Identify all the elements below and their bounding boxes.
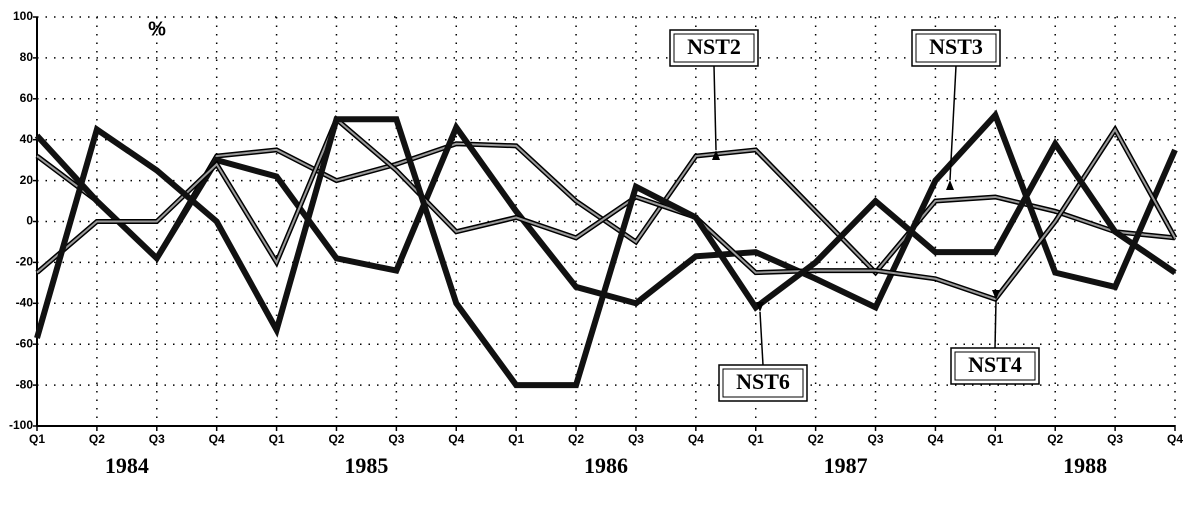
label-box-inner bbox=[915, 33, 997, 63]
x-tick-label: Q4 bbox=[1167, 432, 1183, 446]
x-tick-label: Q1 bbox=[29, 432, 45, 446]
year-label: 1987 bbox=[824, 453, 868, 478]
y-tick-label: 0 bbox=[26, 214, 33, 228]
label-box-inner bbox=[954, 351, 1036, 381]
series-label: NST4 bbox=[968, 352, 1022, 377]
y-tick-label: -80 bbox=[16, 377, 34, 391]
series-label: NST3 bbox=[929, 34, 983, 59]
annotation-arrow bbox=[759, 311, 764, 366]
y-unit-label: % bbox=[148, 18, 166, 40]
x-tick-label: Q2 bbox=[1047, 432, 1063, 446]
year-label: 1984 bbox=[105, 453, 149, 478]
x-tick-label: Q1 bbox=[987, 432, 1003, 446]
label-box-inner bbox=[673, 33, 755, 63]
series-line bbox=[36, 117, 1176, 301]
annotation-arrow bbox=[994, 299, 997, 349]
arrow-head bbox=[992, 290, 1000, 300]
series-label: NST2 bbox=[687, 34, 741, 59]
x-tick-label: Q3 bbox=[868, 432, 884, 446]
x-tick-label: Q2 bbox=[328, 432, 344, 446]
x-tick-label: Q4 bbox=[448, 432, 464, 446]
x-tick-label: Q3 bbox=[149, 432, 165, 446]
year-label: 1985 bbox=[344, 453, 388, 478]
y-tick-label: -100 bbox=[9, 418, 33, 432]
x-tick-label: Q2 bbox=[568, 432, 584, 446]
y-tick-label: -60 bbox=[16, 336, 34, 350]
y-tick-label: 40 bbox=[20, 132, 34, 146]
series-line bbox=[34, 116, 1177, 389]
x-tick-label: Q1 bbox=[508, 432, 524, 446]
year-label: 1988 bbox=[1063, 453, 1107, 478]
x-tick-label: Q4 bbox=[209, 432, 225, 446]
annotation-arrow bbox=[713, 65, 717, 151]
x-tick-label: Q1 bbox=[269, 432, 285, 446]
label-box bbox=[669, 29, 759, 67]
x-tick-label: Q1 bbox=[748, 432, 764, 446]
x-tick-label: Q2 bbox=[808, 432, 824, 446]
label-box bbox=[950, 347, 1040, 385]
x-tick-label: Q3 bbox=[628, 432, 644, 446]
arrow-head bbox=[946, 180, 954, 190]
series-line bbox=[36, 142, 1176, 275]
x-tick-label: Q2 bbox=[89, 432, 105, 446]
series-label: NST6 bbox=[736, 369, 790, 394]
x-tick-label: Q3 bbox=[388, 432, 404, 446]
x-tick-label: Q3 bbox=[1107, 432, 1123, 446]
y-tick-label: 60 bbox=[20, 91, 34, 105]
y-tick-label: 80 bbox=[20, 50, 34, 64]
x-tick-label: Q4 bbox=[688, 432, 704, 446]
annotation-arrow bbox=[949, 65, 957, 181]
y-tick-label: 20 bbox=[20, 173, 34, 187]
y-tick-label: 100 bbox=[13, 9, 33, 23]
y-tick-label: -20 bbox=[16, 255, 34, 269]
label-box bbox=[911, 29, 1001, 67]
label-box bbox=[718, 364, 808, 402]
label-box-inner bbox=[722, 368, 804, 398]
series-outline bbox=[35, 141, 1176, 277]
x-tick-label: Q4 bbox=[927, 432, 943, 446]
year-label: 1986 bbox=[584, 453, 628, 478]
y-tick-label: -40 bbox=[16, 295, 34, 309]
arrow-head bbox=[756, 302, 764, 312]
arrow-head bbox=[712, 150, 720, 160]
